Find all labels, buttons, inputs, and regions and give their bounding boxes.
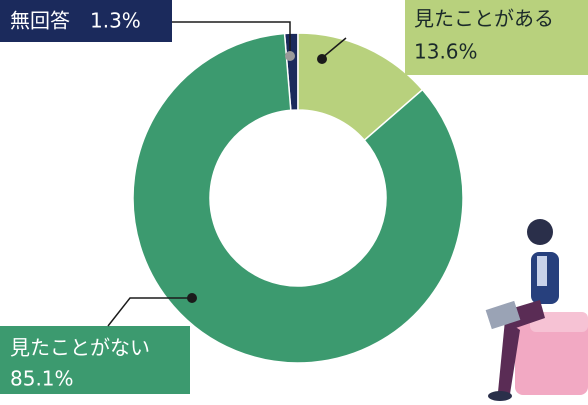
leader-dot: [285, 51, 295, 61]
value-label: 1.3%: [90, 9, 141, 33]
chart: 無回答 1.3% 見たことがある 13.6% 見たことがない 85.1%: [0, 0, 588, 405]
leader-dot: [187, 293, 197, 303]
category-label: 見たことがある: [414, 7, 554, 31]
illustration: [486, 219, 588, 401]
value-label: 13.6%: [414, 40, 478, 64]
leader-dot: [317, 54, 327, 64]
value-label: 85.1%: [10, 367, 74, 391]
category-label: 無回答: [10, 9, 70, 33]
category-label: 見たことがない: [10, 336, 150, 360]
